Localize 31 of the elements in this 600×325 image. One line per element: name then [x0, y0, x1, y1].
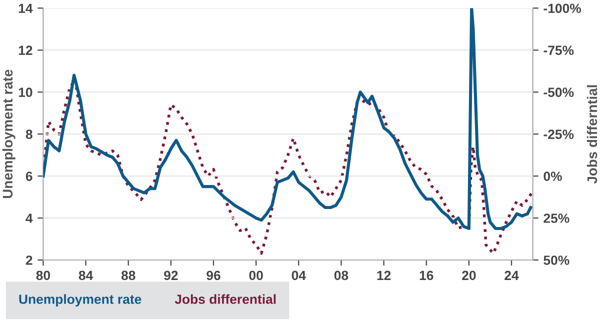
x-tick-label: 16 [420, 270, 434, 280]
y2-tick-label: 50% [544, 256, 570, 265]
y2-tick-label: -50% [544, 88, 574, 97]
x-tick-label: 88 [121, 270, 136, 280]
x-tick-label: 84 [78, 270, 94, 280]
y-tick-label: 8 [26, 130, 32, 139]
x-tick-label: 12 [377, 270, 391, 280]
x-tick-label: 96 [206, 270, 220, 280]
text: Unemployment rate [19, 294, 142, 307]
y2-axis-title: Jobs differntial [586, 85, 598, 184]
x-tick-label: 92 [164, 270, 178, 280]
y-tick-label: 4 [26, 214, 33, 223]
y-tick-label: 12 [18, 46, 32, 55]
y2-tick-label: -75% [544, 46, 574, 56]
x-tick-label: 80 [36, 270, 50, 280]
y2-tick-label: 0% [544, 172, 562, 181]
x-tick-label: 24 [504, 270, 519, 280]
y-tick-label: 6 [26, 172, 32, 181]
y-axis-title: Unemployment rate [2, 70, 16, 198]
x-tick-label: 20 [462, 270, 476, 280]
x-tick-label: 04 [292, 270, 306, 280]
text: Jobs differential [174, 294, 276, 304]
line-series [43, 8, 532, 230]
y2-tick-label: -100% [544, 4, 582, 14]
y2-tick-label: 25% [544, 214, 570, 223]
y2-tick-label: -25% [544, 130, 574, 139]
y-tick-label: 14 [18, 4, 33, 13]
x-tick-label: 08 [334, 270, 348, 280]
y-tick-label: 2 [26, 256, 32, 265]
x-tick-label: 00 [249, 270, 263, 280]
y-tick-label: 10 [18, 88, 32, 97]
